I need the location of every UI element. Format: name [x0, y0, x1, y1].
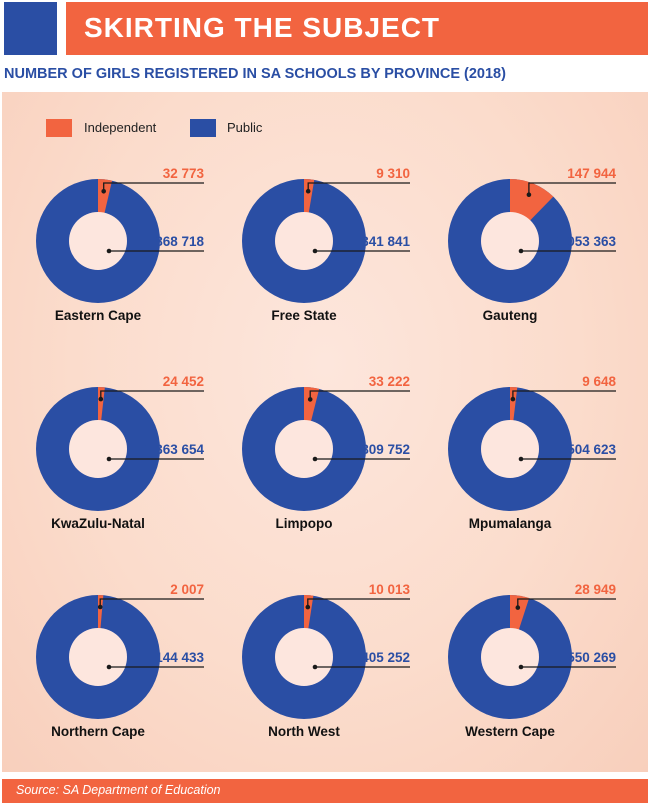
legend-label-public: Public: [227, 120, 263, 135]
value-label-public-northern-cape: 144 433: [155, 650, 204, 665]
donut-hole-mpumalanga: [481, 420, 539, 478]
page-title: SKIRTING THE SUBJECT: [84, 12, 441, 43]
leader-dot-independent-western-cape: [515, 605, 521, 610]
value-label-independent-western-cape: 28 949: [575, 582, 616, 597]
donut-charts: 32 773 868 718 Eastern Cape 9 310 341 841 Fre…: [36, 166, 617, 739]
leader-dot-public-kwazulu-natal: [106, 456, 112, 462]
leader-dot-independent-limpopo: [307, 397, 313, 402]
value-label-public-north-west: 405 252: [361, 650, 410, 665]
leader-dot-public-eastern-cape: [106, 248, 112, 254]
leader-independent-north-west: [307, 598, 410, 608]
donut-hole-eastern-cape: [69, 212, 127, 270]
leader-dot-independent-northern-cape: [97, 604, 103, 610]
leader-independent-western-cape: [517, 598, 616, 608]
footer-bar: Source: SA Department of Education: [2, 779, 648, 803]
value-label-public-mpumalanga: 504 623: [567, 442, 616, 457]
header-square: [4, 2, 57, 55]
value-label-public-eastern-cape: 868 718: [155, 234, 204, 249]
province-label-north-west: North West: [268, 724, 340, 739]
province-label-northern-cape: Northern Cape: [51, 724, 145, 739]
legend-label-independent: Independent: [84, 120, 157, 135]
value-label-public-free-state: 341 841: [361, 234, 410, 249]
value-label-public-kwazulu-natal: 1 363 654: [144, 442, 205, 457]
leader-independent-eastern-cape: [103, 182, 204, 192]
value-label-public-western-cape: 550 269: [567, 650, 616, 665]
leader-dot-public-free-state: [312, 248, 318, 254]
value-label-independent-kwazulu-natal: 24 452: [163, 374, 204, 389]
leader-dot-independent-north-west: [305, 604, 311, 610]
leader-dot-independent-free-state: [305, 188, 311, 194]
province-label-gauteng: Gauteng: [483, 308, 538, 323]
value-label-independent-mpumalanga: 9 648: [582, 374, 616, 389]
province-label-free-state: Free State: [271, 308, 337, 323]
leader-independent-northern-cape: [99, 598, 204, 607]
leader-dot-public-western-cape: [518, 664, 524, 670]
donut-hole-limpopo: [275, 420, 333, 478]
leader-dot-public-gauteng: [518, 248, 524, 254]
source-note: Source: SA Department of Education: [16, 783, 221, 797]
value-label-independent-north-west: 10 013: [369, 582, 411, 597]
legend-swatch-independent: [46, 119, 72, 137]
header-banner: SKIRTING THE SUBJECT: [66, 2, 648, 55]
value-label-independent-eastern-cape: 32 773: [163, 166, 205, 181]
leader-independent-mpumalanga: [512, 390, 616, 400]
value-label-independent-gauteng: 147 944: [567, 166, 616, 181]
leader-independent-free-state: [307, 182, 410, 192]
donut-hole-northern-cape: [69, 628, 127, 686]
province-label-mpumalanga: Mpumalanga: [469, 516, 552, 531]
value-label-public-gauteng: 1 053 363: [556, 234, 617, 249]
legend-swatch-public: [190, 119, 216, 137]
value-label-independent-limpopo: 33 222: [369, 374, 410, 389]
donut-hole-kwazulu-natal: [69, 420, 127, 478]
value-label-independent-northern-cape: 2 007: [170, 582, 204, 597]
leader-dot-independent-kwazulu-natal: [98, 396, 104, 402]
leader-dot-independent-mpumalanga: [510, 396, 516, 402]
leader-dot-independent-eastern-cape: [101, 189, 106, 194]
province-label-limpopo: Limpopo: [276, 516, 333, 531]
leader-dot-public-mpumalanga: [518, 456, 524, 462]
leader-independent-limpopo: [309, 390, 410, 400]
donut-hole-free-state: [275, 212, 333, 270]
leader-dot-independent-gauteng: [526, 192, 532, 197]
province-label-kwazulu-natal: KwaZulu-Natal: [51, 516, 145, 531]
donut-hole-gauteng: [481, 212, 539, 270]
value-label-independent-free-state: 9 310: [376, 166, 410, 181]
donut-hole-north-west: [275, 628, 333, 686]
province-label-eastern-cape: Eastern Cape: [55, 308, 142, 323]
donut-hole-western-cape: [481, 628, 539, 686]
leader-independent-kwazulu-natal: [100, 390, 204, 400]
chart-panel: Independent Public 32 773 868 718 Eastern …: [2, 92, 648, 772]
value-label-public-limpopo: 809 752: [361, 442, 410, 457]
chart-subtitle: NUMBER OF GIRLS REGISTERED IN SA SCHOOLS…: [4, 66, 506, 82]
province-label-western-cape: Western Cape: [465, 724, 555, 739]
leader-dot-public-north-west: [312, 664, 318, 670]
leader-dot-public-limpopo: [312, 456, 318, 462]
leader-independent-gauteng: [528, 182, 616, 195]
leader-dot-public-northern-cape: [106, 664, 112, 670]
